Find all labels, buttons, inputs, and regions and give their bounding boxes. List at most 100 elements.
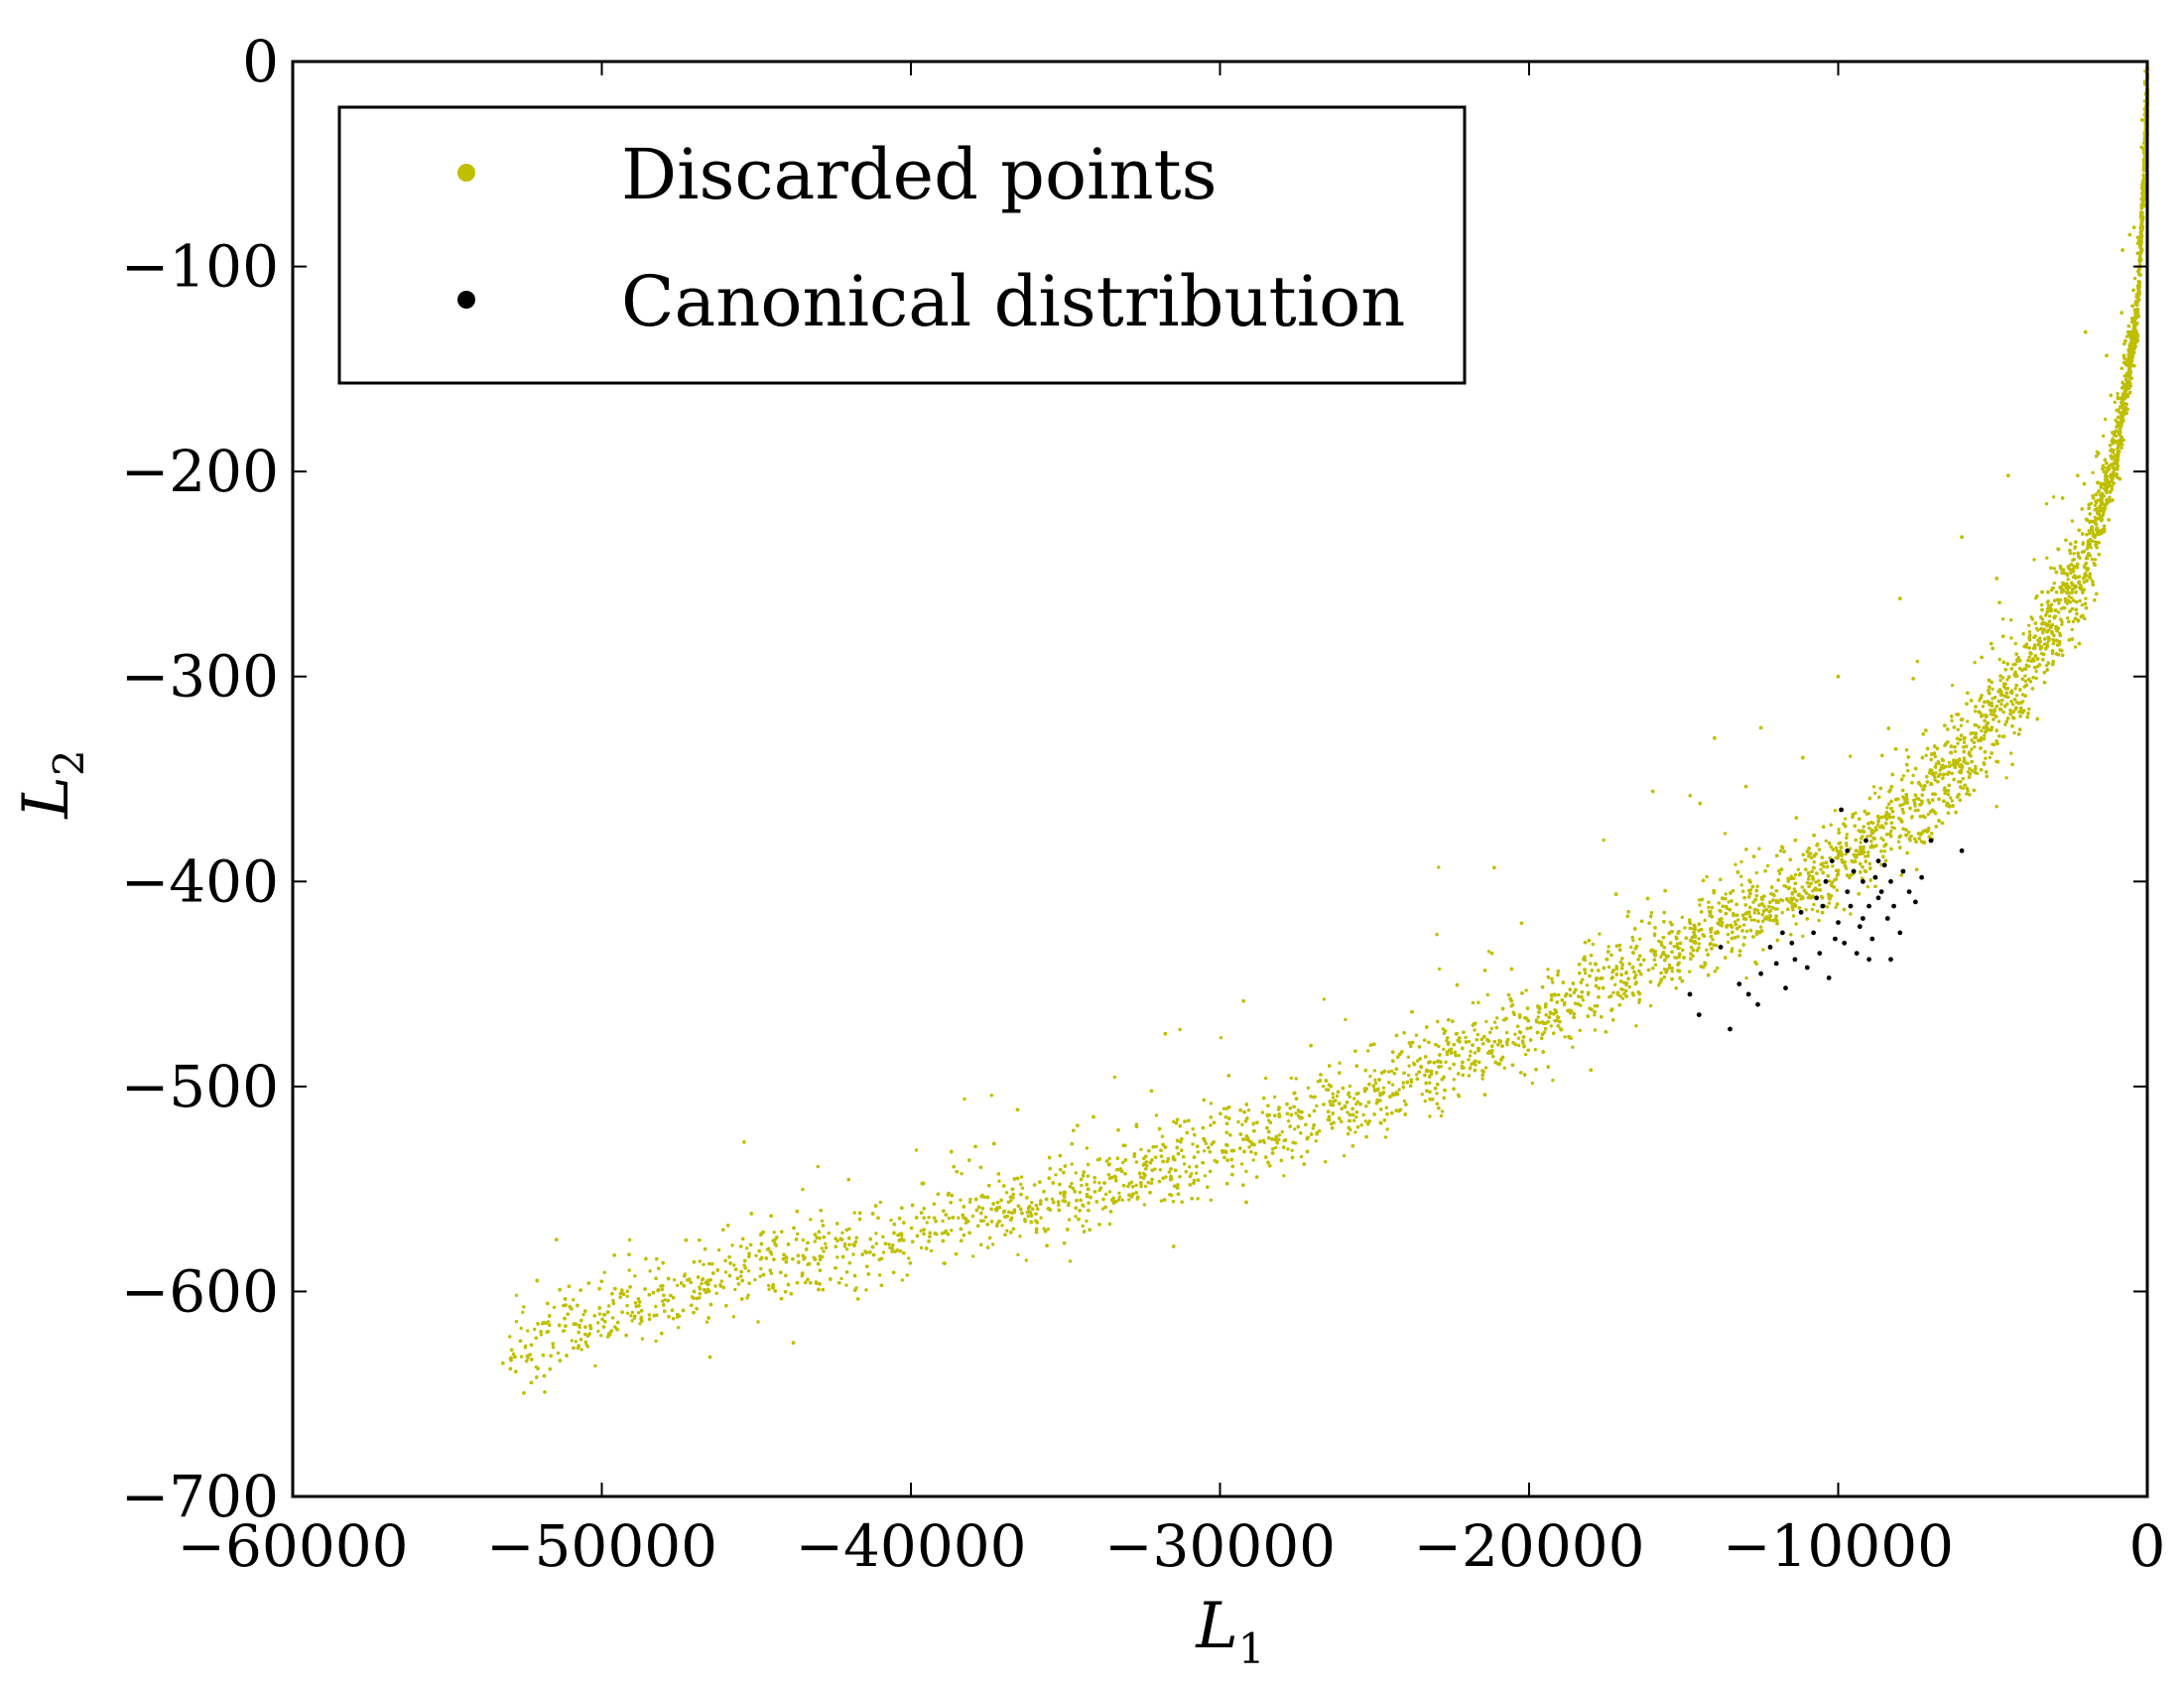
discarded-point bbox=[1786, 876, 1790, 880]
discarded-point bbox=[1160, 1134, 1165, 1138]
discarded-point bbox=[1637, 937, 1642, 941]
discarded-point bbox=[1502, 1066, 1507, 1070]
discarded-point bbox=[1348, 1084, 1352, 1089]
discarded-point bbox=[629, 1314, 633, 1318]
discarded-point bbox=[754, 1253, 758, 1258]
discarded-point bbox=[816, 1164, 820, 1169]
discarded-point bbox=[1457, 1053, 1461, 1058]
discarded-point bbox=[2023, 674, 2027, 678]
discarded-point bbox=[1414, 1073, 1419, 1077]
discarded-point bbox=[627, 1268, 631, 1272]
discarded-point bbox=[1845, 844, 1849, 847]
discarded-point bbox=[1680, 915, 1685, 920]
discarded-point bbox=[1822, 864, 1826, 869]
discarded-point bbox=[1085, 1219, 1089, 1224]
discarded-point bbox=[1192, 1178, 1197, 1183]
discarded-point bbox=[1726, 932, 1731, 937]
discarded-point bbox=[746, 1269, 751, 1273]
discarded-point bbox=[2013, 641, 2018, 646]
discarded-point bbox=[2102, 434, 2106, 438]
discarded-point bbox=[1999, 703, 2003, 707]
discarded-point bbox=[1492, 1020, 1497, 1024]
discarded-point bbox=[1190, 1172, 1194, 1176]
discarded-point bbox=[1116, 1198, 1121, 1202]
discarded-point bbox=[2081, 541, 2086, 545]
discarded-point bbox=[1467, 1039, 1472, 1044]
discarded-point bbox=[1107, 1222, 1112, 1227]
discarded-point bbox=[2070, 590, 2074, 594]
discarded-point bbox=[1833, 809, 1838, 813]
discarded-point bbox=[1865, 885, 1870, 889]
discarded-point bbox=[1299, 1154, 1304, 1159]
discarded-point bbox=[539, 1333, 544, 1337]
discarded-point bbox=[1107, 1156, 1111, 1161]
discarded-point bbox=[1834, 845, 1839, 849]
discarded-point bbox=[1081, 1224, 1085, 1229]
discarded-point bbox=[1710, 905, 1715, 910]
discarded-point bbox=[1726, 940, 1731, 945]
discarded-point bbox=[957, 1216, 961, 1220]
discarded-point bbox=[713, 1284, 717, 1288]
discarded-point bbox=[852, 1211, 856, 1215]
discarded-point bbox=[1844, 852, 1848, 856]
discarded-point bbox=[1516, 1036, 1521, 1040]
discarded-point bbox=[1171, 1200, 1176, 1204]
discarded-point bbox=[2034, 669, 2038, 674]
discarded-point bbox=[638, 1322, 642, 1326]
discarded-point bbox=[1784, 884, 1788, 889]
discarded-point bbox=[675, 1283, 680, 1288]
discarded-point bbox=[1117, 1195, 1122, 1200]
discarded-point bbox=[1236, 1119, 1240, 1124]
discarded-point bbox=[602, 1270, 606, 1275]
discarded-point bbox=[2105, 490, 2109, 495]
discarded-point bbox=[1477, 1000, 1480, 1004]
discarded-point bbox=[2003, 722, 2007, 726]
discarded-point bbox=[1670, 970, 1675, 974]
discarded-point bbox=[574, 1340, 578, 1344]
discarded-point bbox=[1819, 867, 1823, 871]
discarded-point bbox=[648, 1269, 652, 1273]
discarded-point bbox=[2021, 632, 2025, 636]
discarded-point bbox=[1744, 929, 1749, 934]
discarded-point bbox=[1203, 1174, 1208, 1178]
discarded-point bbox=[1755, 908, 1760, 913]
discarded-point bbox=[1849, 912, 1853, 916]
discarded-point bbox=[1178, 1027, 1182, 1032]
discarded-point bbox=[1901, 774, 1906, 778]
discarded-point bbox=[827, 1231, 831, 1235]
discarded-point bbox=[1409, 1078, 1413, 1082]
discarded-point bbox=[769, 1271, 774, 1276]
discarded-point bbox=[1906, 768, 1910, 773]
discarded-point bbox=[1727, 900, 1731, 904]
discarded-point bbox=[2000, 617, 2005, 621]
discarded-point bbox=[1697, 937, 1701, 941]
discarded-point bbox=[1406, 1055, 1411, 1059]
discarded-point bbox=[1435, 1092, 1439, 1096]
discarded-point bbox=[1926, 813, 1931, 817]
discarded-point bbox=[983, 1215, 988, 1220]
discarded-point bbox=[960, 1172, 964, 1176]
discarded-point bbox=[577, 1331, 580, 1335]
discarded-point bbox=[519, 1355, 524, 1359]
discarded-point bbox=[1619, 987, 1623, 991]
discarded-point bbox=[1018, 1235, 1022, 1238]
discarded-point bbox=[1549, 1024, 1554, 1028]
discarded-point bbox=[1688, 970, 1692, 974]
discarded-point bbox=[523, 1346, 527, 1350]
discarded-point bbox=[1489, 1026, 1494, 1031]
discarded-point bbox=[2070, 595, 2074, 600]
discarded-point bbox=[1751, 900, 1755, 904]
discarded-point bbox=[919, 1229, 923, 1233]
discarded-point bbox=[1423, 1099, 1428, 1104]
discarded-point bbox=[647, 1313, 652, 1317]
discarded-point bbox=[1780, 898, 1785, 903]
discarded-point bbox=[742, 1263, 746, 1267]
discarded-point bbox=[584, 1343, 588, 1348]
discarded-point bbox=[1513, 1032, 1517, 1036]
discarded-point bbox=[1467, 1058, 1471, 1062]
discarded-point bbox=[654, 1304, 658, 1309]
discarded-point bbox=[1974, 764, 1978, 768]
discarded-point bbox=[1209, 1198, 1214, 1203]
discarded-point bbox=[1973, 710, 1978, 714]
discarded-point bbox=[1627, 984, 1632, 989]
